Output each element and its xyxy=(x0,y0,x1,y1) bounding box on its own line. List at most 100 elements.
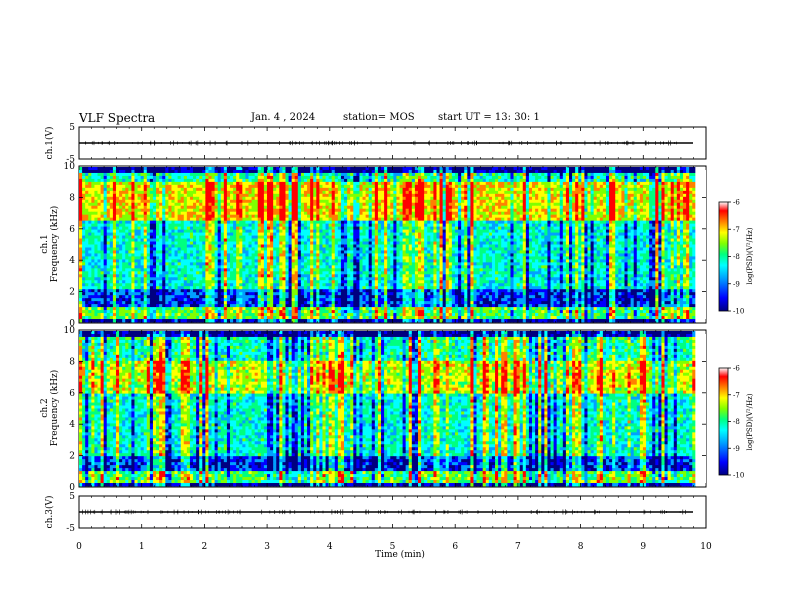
spectrogram-cell xyxy=(455,182,458,185)
spectrogram-cell xyxy=(612,218,615,221)
spectrogram-cell xyxy=(674,230,677,233)
spectrogram-cell xyxy=(665,206,668,209)
spectrogram-cell xyxy=(510,185,513,188)
spectrogram-cell xyxy=(449,212,452,215)
spectrogram-cell xyxy=(156,173,159,176)
spectrogram-cell xyxy=(175,197,178,200)
spectrogram-cell xyxy=(597,218,600,221)
spectrogram-cell xyxy=(677,203,680,206)
spectrogram-cell xyxy=(107,185,110,188)
spectrogram-cell xyxy=(440,212,443,215)
spectrogram-cell xyxy=(436,227,439,230)
spectrogram-cell xyxy=(131,185,134,188)
spectrogram-cell xyxy=(514,230,517,233)
spectrogram-cell xyxy=(615,227,618,230)
spectrogram-cell xyxy=(424,224,427,227)
spectrogram-cell xyxy=(591,182,594,185)
spectrogram-cell xyxy=(310,236,313,239)
spectrogram-cell xyxy=(591,170,594,173)
spectrogram-cell xyxy=(686,212,689,215)
spectrogram-cell xyxy=(430,230,433,233)
spectrogram-cell xyxy=(347,200,350,203)
spectrogram-cell xyxy=(680,236,683,239)
spectrogram-cell xyxy=(107,221,110,224)
spectrogram-cell xyxy=(138,230,141,233)
spectrogram-cell xyxy=(138,224,141,227)
spectrogram-cell xyxy=(480,215,483,218)
spectrogram-cell xyxy=(452,185,455,188)
spectrogram-cell xyxy=(412,170,415,173)
spectrogram-cell xyxy=(341,197,344,200)
spectrogram-cell xyxy=(628,227,631,230)
spectrogram-cell xyxy=(307,227,310,230)
spectrogram-cell xyxy=(674,203,677,206)
spectrogram-cell xyxy=(415,173,418,176)
spectrogram-cell xyxy=(375,221,378,224)
spectrogram-cell xyxy=(144,179,147,182)
spectrogram-cell xyxy=(221,224,224,227)
spectrogram-cell xyxy=(101,206,104,209)
spectrogram-cell xyxy=(452,188,455,191)
spectrogram-cell xyxy=(551,206,554,209)
spectrogram-cell xyxy=(538,176,541,179)
spectrogram-cell xyxy=(372,218,375,221)
spectrogram-cell xyxy=(464,215,467,218)
spectrogram-cell xyxy=(390,179,393,182)
spectrogram-cell xyxy=(581,221,584,224)
spectrogram-cell xyxy=(501,167,504,170)
spectrogram-cell xyxy=(473,182,476,185)
spectrogram-cell xyxy=(107,170,110,173)
spectrogram-cell xyxy=(82,239,85,242)
spectrogram-cell xyxy=(668,230,671,233)
spectrogram-cell xyxy=(295,188,298,191)
spectrogram-cell xyxy=(517,236,520,239)
spectrogram-cell xyxy=(239,194,242,197)
spectrogram-cell xyxy=(661,209,664,212)
spectrogram-cell xyxy=(141,230,144,233)
spectrogram-cell xyxy=(606,218,609,221)
spectrogram-cell xyxy=(631,206,634,209)
spectrogram-cell xyxy=(264,170,267,173)
spectrogram-cell xyxy=(400,218,403,221)
spectrogram-cell xyxy=(560,173,563,176)
spectrogram-cell xyxy=(384,236,387,239)
spectrogram-cell xyxy=(547,203,550,206)
spectrogram-cell xyxy=(643,239,646,242)
spectrogram-cell xyxy=(436,218,439,221)
spectrogram-cell xyxy=(208,173,211,176)
spectrogram-cell xyxy=(298,221,301,224)
spectrogram-cell xyxy=(591,185,594,188)
spectrogram-cell xyxy=(125,179,128,182)
spectrogram-cell xyxy=(634,194,637,197)
spectrogram-cell xyxy=(88,203,91,206)
spectrogram-cell xyxy=(634,221,637,224)
spectrogram-cell xyxy=(248,200,251,203)
spectrogram-cell xyxy=(242,200,245,203)
spectrogram-cell xyxy=(677,236,680,239)
spectrogram-cell xyxy=(162,179,165,182)
spectrogram-cell xyxy=(547,167,550,170)
spectrogram-cell xyxy=(289,200,292,203)
spectrogram-cell xyxy=(175,185,178,188)
spectrogram-cell xyxy=(230,194,233,197)
spectrogram-cell xyxy=(683,218,686,221)
spectrogram-cell xyxy=(658,218,661,221)
spectrogram-cell xyxy=(498,212,501,215)
spectrogram-cell xyxy=(591,212,594,215)
spectrogram-cell xyxy=(184,209,187,212)
spectrogram-cell xyxy=(292,233,295,236)
spectrogram-cell xyxy=(332,233,335,236)
spectrogram-cell xyxy=(122,203,125,206)
spectrogram-cell xyxy=(655,209,658,212)
spectrogram-cell xyxy=(279,221,282,224)
spectrogram-cell xyxy=(692,218,695,221)
spectrogram-cell xyxy=(356,233,359,236)
spectrogram-cell xyxy=(436,176,439,179)
spectrogram-cell xyxy=(110,221,113,224)
spectrogram-cell xyxy=(119,194,122,197)
spectrogram-cell xyxy=(501,170,504,173)
spectrogram-cell xyxy=(526,176,529,179)
spectrogram-cell xyxy=(193,191,196,194)
spectrogram-cell xyxy=(640,173,643,176)
spectrogram-cell xyxy=(569,239,572,242)
